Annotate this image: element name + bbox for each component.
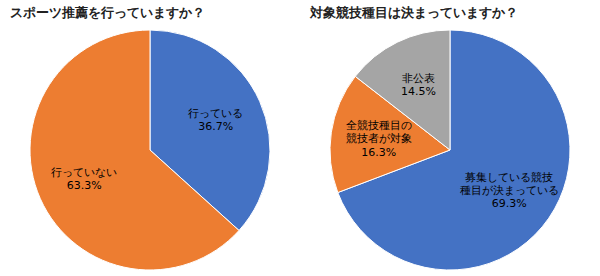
label-line: 募集している競技 (465, 171, 553, 184)
slice-category-label: 全競技種目の競技者が対象 (346, 119, 412, 145)
slice-value-label: 14.5% (401, 85, 436, 98)
chart-title: スポーツ推薦を行っていますか？ (10, 5, 205, 20)
slice-category-label: 行っていない (51, 166, 117, 179)
pie-panel: 対象競技種目は決まっていますか？ 募集している競技種目が決まっている69.3% 全競… (309, 5, 570, 270)
pie-panel: スポーツ推薦を行っていますか？ 行っている36.7% 行っていない63.3% (10, 5, 270, 270)
pie-slice (30, 30, 239, 270)
slice-value-label: 36.7% (198, 120, 233, 133)
slices (330, 30, 570, 270)
slice-labels: 行っている36.7% 行っていない63.3% (51, 107, 243, 192)
label-line: 非公表 (402, 72, 435, 85)
slices (30, 30, 270, 270)
label-line: 行っていない (51, 166, 117, 179)
slice-labels: 募集している競技種目が決まっている69.3% 全競技種目の競技者が対象16.3% 非… (346, 72, 559, 210)
label-line: 行っている (188, 107, 243, 120)
slice-category-label: 非公表 (402, 72, 435, 85)
slice-value-label: 63.3% (67, 179, 102, 192)
slice-category-label: 行っている (188, 107, 243, 120)
slice-category-label: 募集している競技種目が決まっている (460, 171, 559, 197)
label-line: 全競技種目の (346, 119, 412, 132)
label-line: 競技者が対象 (346, 132, 412, 145)
chart-title: 対象競技種目は決まっていますか？ (309, 5, 518, 20)
slice-value-label: 69.3% (492, 197, 527, 210)
chart-root: スポーツ推薦を行っていますか？ 行っている36.7% 行っていない63.3% 対象競技… (0, 0, 600, 276)
slice-value-label: 16.3% (361, 146, 396, 159)
label-line: 種目が決まっている (460, 184, 559, 197)
pie-slice (338, 30, 570, 270)
